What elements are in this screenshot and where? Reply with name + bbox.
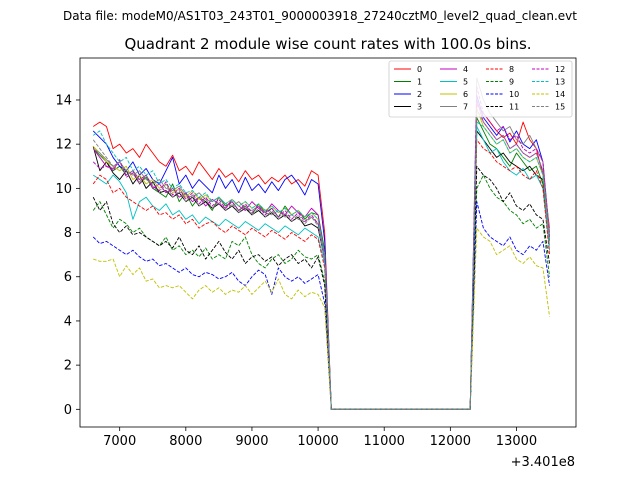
series-line-10 <box>92 201 550 410</box>
chart-title: Quadrant 2 module wise count rates with … <box>124 35 531 53</box>
legend-label-3: 3 <box>417 103 422 112</box>
axes-layer: 7000 8000 9000 10000 11000 12000 1300002468101… <box>55 57 577 449</box>
legend-label-13: 13 <box>555 78 565 87</box>
y-tick-label: 10 <box>55 182 72 197</box>
legend-label-12: 12 <box>555 65 565 74</box>
axes-background <box>80 58 576 427</box>
series-line-11 <box>92 165 550 410</box>
y-tick-label: 0 <box>64 403 72 418</box>
series-line-15 <box>92 108 550 410</box>
series-line-13 <box>92 121 550 410</box>
legend-label-7: 7 <box>463 103 468 112</box>
legend-label-8: 8 <box>509 65 514 74</box>
figure-suptitle: Data file: modeM0/AS1T03_243T01_90000039… <box>63 9 577 23</box>
x-tick-label: 8000 <box>169 434 202 449</box>
series-layer <box>92 77 550 410</box>
y-tick-label: 6 <box>64 270 72 285</box>
series-line-14 <box>93 227 550 410</box>
legend-label-10: 10 <box>509 90 519 99</box>
axes-frame <box>79 57 577 428</box>
x-tick-label: 10000 <box>297 434 338 449</box>
legend-label-2: 2 <box>417 90 422 99</box>
y-tick-label: 14 <box>55 93 72 108</box>
legend-label-14: 14 <box>555 90 565 99</box>
legend-label-5: 5 <box>463 78 468 87</box>
legend-label-6: 6 <box>463 90 468 99</box>
legend-frame <box>388 60 573 118</box>
x-offset-label: +3.401e8 <box>511 455 575 470</box>
y-tick-label: 4 <box>64 314 72 329</box>
x-tick-label: 13000 <box>496 434 537 449</box>
y-tick-label: 12 <box>55 138 72 153</box>
legend-label-9: 9 <box>509 78 514 87</box>
x-tick-label: 11000 <box>364 434 405 449</box>
x-tick-label: 7000 <box>103 434 136 449</box>
legend-label-1: 1 <box>417 78 422 87</box>
legend-label-11: 11 <box>509 103 519 112</box>
plot-area <box>80 58 576 427</box>
legend-label-0: 0 <box>417 65 422 74</box>
legend-label-15: 15 <box>555 103 565 112</box>
y-tick-label: 8 <box>64 226 72 241</box>
x-tick-label: 9000 <box>235 434 268 449</box>
legend-label-4: 4 <box>463 65 468 74</box>
y-tick-label: 2 <box>64 359 72 374</box>
x-tick-label: 12000 <box>430 434 471 449</box>
